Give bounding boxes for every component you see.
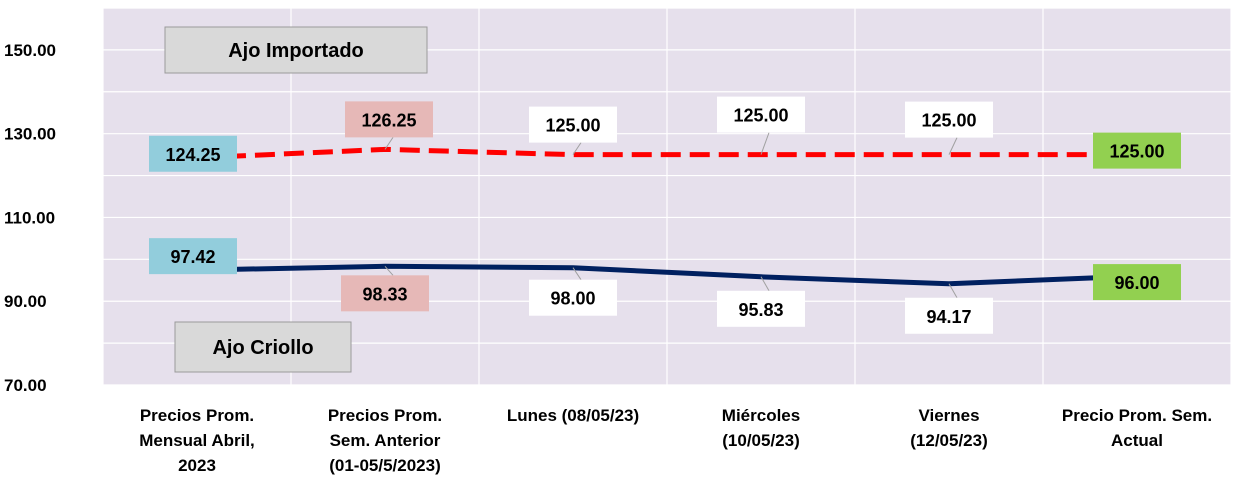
x-category-label: Precios Prom. Sem. Anterior (01-05/5/2023) bbox=[328, 406, 442, 475]
data-label: 125.00 bbox=[921, 111, 976, 131]
data-label-box bbox=[905, 297, 993, 334]
series-name-box-1 bbox=[174, 321, 352, 373]
data-label-box bbox=[345, 101, 433, 138]
data-label: 94.17 bbox=[926, 307, 971, 327]
series-name-boxes: Ajo Importado Ajo Criollo bbox=[164, 26, 428, 373]
data-label-box bbox=[341, 275, 429, 312]
data-label-box bbox=[905, 101, 993, 138]
series-line-0 bbox=[196, 146, 1137, 161]
label-leader-line bbox=[572, 142, 582, 155]
data-label-box bbox=[149, 135, 237, 172]
label-leader-line bbox=[760, 276, 770, 292]
data-label: 98.33 bbox=[362, 284, 407, 304]
data-label: 97.42 bbox=[170, 247, 215, 267]
x-category-label: Miércoles (10/05/23) bbox=[722, 406, 800, 450]
y-tick-label: 150.00 bbox=[4, 41, 56, 60]
data-label-box bbox=[1093, 132, 1181, 169]
y-tick-label: 110.00 bbox=[4, 208, 55, 227]
data-label-box bbox=[529, 106, 617, 143]
data-label: 125.00 bbox=[733, 106, 788, 126]
x-category-label: Precio Prom. Sem. Actual bbox=[1062, 406, 1212, 450]
data-label-box bbox=[717, 96, 805, 133]
data-label-box bbox=[529, 279, 617, 316]
data-label-box bbox=[149, 238, 237, 275]
series-line-1 bbox=[196, 263, 1138, 287]
data-label: 124.25 bbox=[165, 145, 220, 165]
series-name-label: Ajo Criollo bbox=[212, 337, 313, 359]
data-labels: 124.25 126.25 125.00 125.00 125.00 125.00 97.4… bbox=[149, 96, 1181, 334]
label-leader-line bbox=[948, 137, 958, 155]
data-label: 125.00 bbox=[545, 116, 600, 136]
series-lines bbox=[196, 146, 1138, 287]
series-name-box-0 bbox=[164, 26, 428, 74]
label-leader-line bbox=[948, 283, 958, 299]
y-tick-label: 70.00 bbox=[4, 376, 47, 395]
y-axis-ticks: 70.00 90.00 110.00 130.00 150.00 bbox=[4, 41, 56, 395]
y-tick-label: 130.00 bbox=[4, 125, 56, 144]
data-label: 125.00 bbox=[1109, 142, 1164, 162]
data-label-box bbox=[1093, 264, 1181, 301]
data-label: 95.83 bbox=[738, 300, 783, 320]
label-leader-line bbox=[384, 137, 394, 150]
y-tick-label: 90.00 bbox=[4, 292, 47, 311]
label-leader-line bbox=[760, 132, 770, 155]
data-label-box bbox=[717, 290, 805, 327]
data-label: 98.00 bbox=[550, 289, 595, 309]
x-category-label: Precios Prom. Mensual Abril, 2023 bbox=[139, 406, 255, 475]
series-name-label: Ajo Importado bbox=[228, 40, 364, 62]
x-category-label: Viernes (12/05/23) bbox=[910, 406, 988, 450]
data-label: 126.25 bbox=[361, 110, 416, 130]
data-label: 96.00 bbox=[1114, 273, 1159, 293]
label-leader-line bbox=[572, 267, 582, 280]
x-category-label: Lunes (08/05/23) bbox=[507, 406, 639, 425]
x-axis-categories: Precios Prom. Mensual Abril, 2023 Precios P… bbox=[139, 406, 1212, 475]
label-leader-line bbox=[384, 265, 394, 276]
